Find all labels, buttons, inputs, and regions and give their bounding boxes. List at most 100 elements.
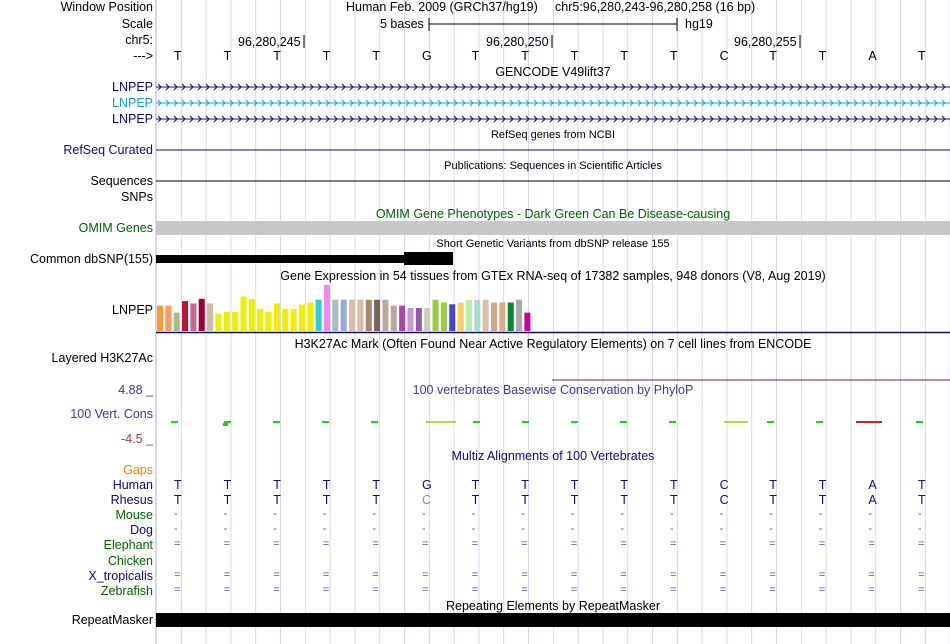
gencode-title[interactable]: GENCODE V49lift37 xyxy=(495,65,611,79)
track-label[interactable]: 100 Vert. Cons xyxy=(70,407,153,421)
alignment-base-mouse: - xyxy=(422,508,426,520)
alignment-base-rhesus: T xyxy=(918,493,926,507)
gtex-tissue-bar xyxy=(465,299,472,331)
gtex-tissue-bar xyxy=(491,302,497,331)
alignment-base-elephant: = xyxy=(620,538,627,550)
gtex-tissue-bar xyxy=(207,303,214,331)
track-label[interactable]: Sequences xyxy=(90,174,153,188)
alignment-base-rhesus: T xyxy=(521,493,529,507)
alignment-base-zebrafish: = xyxy=(322,584,330,596)
track-label[interactable]: OMIM Genes xyxy=(78,221,153,235)
omim-title[interactable]: OMIM Gene Phenotypes - Dark Green Can Be… xyxy=(375,207,731,221)
alignment-base-human: T xyxy=(670,478,678,492)
alignment-base-zebrafish: = xyxy=(670,584,677,596)
alignment-base-zebrafish: = xyxy=(372,584,379,596)
track-label[interactable]: Zebrafish xyxy=(100,584,153,598)
alignment-base-mouse: - xyxy=(918,508,922,520)
track-label[interactable]: Elephant xyxy=(103,538,153,552)
base-letter: T xyxy=(620,49,629,63)
alignment-base-rhesus: T xyxy=(769,493,777,507)
refseq-title[interactable]: RefSeq genes from NCBI xyxy=(490,129,616,141)
base-letter: T xyxy=(372,49,381,63)
gencode-gene-2-chevrons xyxy=(157,99,946,107)
alignment-base-rhesus: C xyxy=(422,493,432,507)
alignment-base-elephant: = xyxy=(372,538,379,550)
track-label[interactable]: LNPEP xyxy=(112,112,153,126)
alignment-base-x-tropicalis: = xyxy=(818,569,826,581)
window-position[interactable]: chr5:96,280,243-96,280,258 (16 bp) xyxy=(555,0,756,14)
track-label[interactable]: Window Position xyxy=(60,0,153,14)
track-label[interactable]: 4.88 _ xyxy=(118,383,153,397)
alignment-base-rhesus: T xyxy=(818,493,827,507)
alignment-base-x-tropicalis: = xyxy=(174,569,181,581)
phylop-title[interactable]: 100 vertebrates Basewise Conservation by… xyxy=(412,383,694,397)
repeatmasker-title[interactable]: Repeating Elements by RepeatMasker xyxy=(445,599,660,613)
alignment-base-human: A xyxy=(868,478,877,492)
phylop-score-mark xyxy=(724,421,748,423)
alignment-base-human: T xyxy=(918,478,926,492)
alignment-base-human: T xyxy=(521,478,529,492)
phylop-score-mark xyxy=(767,421,774,423)
track-label[interactable]: LNPEP xyxy=(112,96,153,110)
genome-browser-image[interactable]: Human Feb. 2009 (GRCh37/hg19) chr5:96,28… xyxy=(156,0,950,644)
gtex-tissue-bar xyxy=(349,299,356,331)
dbsnp-variant-bar xyxy=(156,255,453,263)
gtex-tissue-bar xyxy=(399,305,406,331)
base-letter: T xyxy=(769,49,777,63)
track-label[interactable]: Human xyxy=(112,478,153,492)
track-label[interactable]: Chicken xyxy=(107,554,153,568)
ruler-tick-2: 96,280,250 xyxy=(486,35,549,49)
alignment-base-x-tropicalis: = xyxy=(422,569,429,581)
alignment-base-dog: - xyxy=(918,523,922,535)
alignment-base-x-tropicalis: = xyxy=(570,569,578,581)
track-label[interactable]: ---> xyxy=(133,49,153,63)
publications-title[interactable]: Publications: Sequences in Scientific Ar… xyxy=(444,160,662,172)
alignment-base-mouse: - xyxy=(670,508,674,520)
alignment-base-rhesus: T xyxy=(273,493,281,507)
track-label[interactable]: Gaps xyxy=(123,463,153,477)
alignment-base-x-tropicalis: = xyxy=(322,569,330,581)
track-label[interactable]: LNPEP xyxy=(112,303,153,317)
track-label[interactable]: LNPEP xyxy=(112,80,153,94)
track-label[interactable]: chr5: xyxy=(125,33,153,47)
gtex-tissue-bar xyxy=(424,308,431,331)
track-label[interactable]: RepeatMasker xyxy=(71,613,153,627)
track-label[interactable]: -4.5 _ xyxy=(121,432,153,446)
track-label[interactable]: RefSeq Curated xyxy=(63,143,153,157)
label-divider xyxy=(155,0,156,644)
track-label[interactable]: Layered H3K27Ac xyxy=(51,351,153,365)
assembly-label: Human Feb. 2009 (GRCh37/hg19) xyxy=(346,0,538,14)
alignment-base-mouse: - xyxy=(570,508,575,520)
dbsnp-title[interactable]: Short Genetic Variants from dbSNP releas… xyxy=(436,238,670,250)
ruler-tick-1: 96,280,245 xyxy=(238,35,301,49)
alignment-base-dog: - xyxy=(273,523,277,535)
gtex-tissue-bar xyxy=(374,299,381,331)
alignment-base-dog: - xyxy=(818,523,823,535)
multiz-title[interactable]: Multiz Alignments of 100 Vertebrates xyxy=(451,449,655,463)
alignment-base-elephant: = xyxy=(570,538,578,550)
gtex-tissue-bar xyxy=(524,312,531,331)
track-label[interactable]: X_tropicalis xyxy=(88,569,153,583)
track-label[interactable]: Rhesus xyxy=(110,493,153,507)
alignment-base-dog: - xyxy=(670,523,674,535)
alignment-base-elephant: = xyxy=(322,538,330,550)
alignment-base-zebrafish: = xyxy=(422,584,429,596)
phylop-score-mark xyxy=(171,421,178,423)
gtex-title[interactable]: Gene Expression in 54 tissues from GTEx … xyxy=(280,269,826,283)
track-label[interactable]: Common dbSNP(155) xyxy=(30,252,153,266)
alignment-base-x-tropicalis: = xyxy=(918,569,925,581)
track-label[interactable]: Scale xyxy=(121,17,153,31)
gtex-tissue-bar xyxy=(257,308,264,331)
alignment-base-mouse: - xyxy=(174,508,178,520)
h3k27ac-title[interactable]: H3K27Ac Mark (Often Found Near Active Re… xyxy=(294,337,812,351)
base-letter: T xyxy=(818,49,827,63)
track-label[interactable]: Dog xyxy=(130,523,153,537)
track-label[interactable]: Mouse xyxy=(115,508,153,522)
track-label[interactable]: SNPs xyxy=(121,190,153,204)
alignment-base-elephant: = xyxy=(769,538,776,550)
alignment-base-zebrafish: = xyxy=(273,584,280,596)
gencode-gene-1-chevrons xyxy=(157,83,946,91)
phylop-score-mark xyxy=(371,421,378,423)
alignment-base-dog: - xyxy=(372,523,377,535)
alignment-base-elephant: = xyxy=(422,538,429,550)
